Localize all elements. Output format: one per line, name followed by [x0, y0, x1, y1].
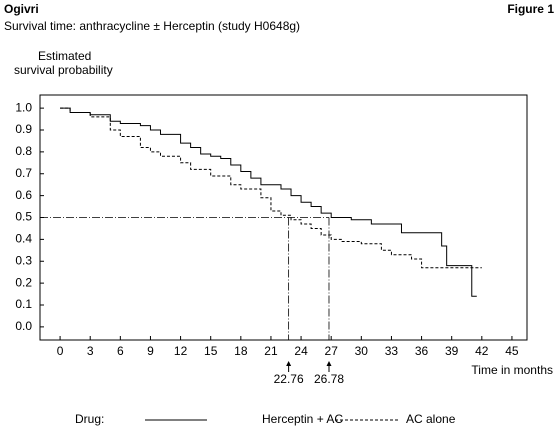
y-tick-label: 0.8 — [15, 144, 32, 158]
x-tick-label: 33 — [385, 344, 399, 358]
y-tick-label: 0.5 — [15, 210, 32, 224]
survival-curve — [60, 107, 477, 297]
y-tick-label: 0.4 — [15, 232, 32, 246]
median-label: 22.76 — [274, 372, 304, 386]
median-arrowhead — [286, 361, 292, 366]
x-tick-label: 6 — [117, 344, 124, 358]
median-arrowhead — [326, 361, 332, 366]
y-tick-label: 0.7 — [15, 166, 32, 180]
x-tick-label: 12 — [174, 344, 188, 358]
y-tick-label: 0.0 — [15, 319, 32, 333]
chart-title: Survival time: anthracycline ± Herceptin… — [4, 19, 300, 33]
x-tick-label: 0 — [57, 344, 64, 358]
brand: Ogivri — [4, 2, 39, 16]
y-axis-label: survival probability — [14, 63, 113, 77]
y-tick-label: 0.6 — [15, 188, 32, 202]
x-tick-label: 18 — [234, 344, 248, 358]
y-axis-label: Estimated — [38, 49, 91, 63]
y-tick-label: 0.2 — [15, 275, 32, 289]
x-axis-label: Time in months — [471, 363, 553, 377]
median-label: 26.78 — [314, 372, 344, 386]
x-tick-label: 30 — [355, 344, 369, 358]
x-tick-label: 36 — [415, 344, 429, 358]
x-tick-label: 39 — [445, 344, 459, 358]
x-tick-label: 45 — [505, 344, 519, 358]
x-tick-label: 3 — [87, 344, 94, 358]
legend-label: Herceptin + AC — [262, 412, 343, 426]
figure-label: Figure 1 — [507, 2, 554, 16]
x-tick-label: 9 — [147, 344, 154, 358]
x-tick-label: 42 — [475, 344, 489, 358]
x-tick-label: 15 — [204, 344, 218, 358]
y-tick-label: 0.1 — [15, 297, 32, 311]
legend-title: Drug: — [75, 412, 104, 426]
legend-label: AC alone — [406, 412, 456, 426]
y-tick-label: 0.3 — [15, 253, 32, 267]
plot-frame — [39, 94, 528, 341]
y-tick-label: 1.0 — [15, 100, 32, 114]
y-tick-label: 0.9 — [15, 122, 32, 136]
survival-curve — [60, 107, 482, 269]
x-tick-label: 24 — [294, 344, 308, 358]
x-tick-label: 21 — [264, 344, 278, 358]
x-tick-label: 27 — [325, 344, 339, 358]
